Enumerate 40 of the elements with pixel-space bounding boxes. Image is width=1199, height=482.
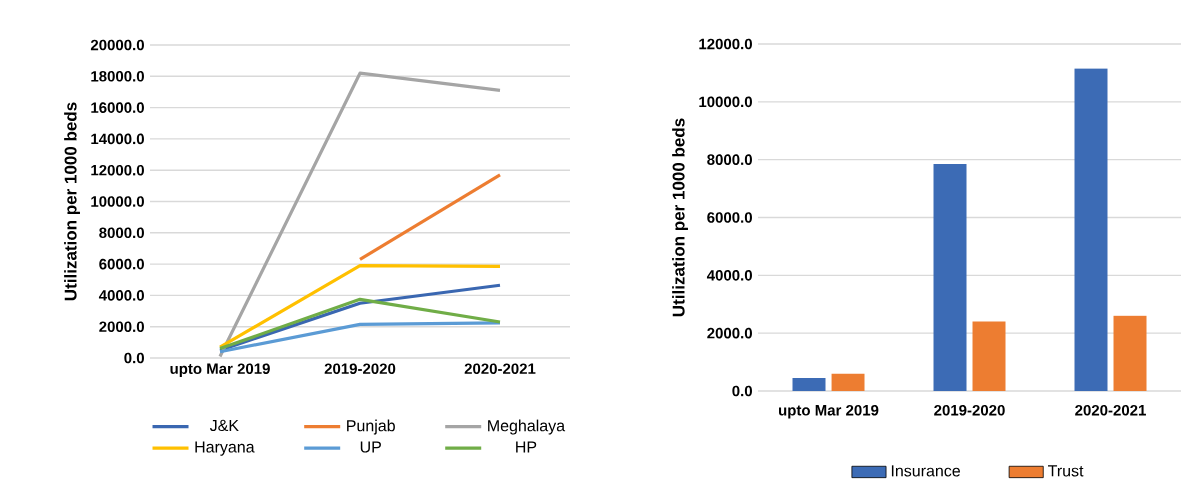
y-tick-label: 6000.0 bbox=[707, 212, 752, 223]
legend-label: UP bbox=[360, 441, 381, 453]
legend-label: Punjab bbox=[347, 419, 395, 435]
y-tick-label: 14000.0 bbox=[91, 133, 144, 145]
legend-label: HP bbox=[516, 441, 537, 453]
y-tick-label: 0.0 bbox=[124, 352, 144, 364]
y-tick-label: 6000.0 bbox=[99, 258, 144, 270]
x-tick-label: 2019-2020 bbox=[324, 363, 396, 375]
y-tick-label: 4000.0 bbox=[98, 290, 144, 301]
y-axis-title: Utilization per 1000 beds bbox=[672, 118, 688, 317]
x-tick-label: 2020-2021 bbox=[1075, 404, 1146, 416]
legend-label: Trust bbox=[1048, 465, 1084, 477]
legend-label: Insurance bbox=[891, 465, 960, 477]
bar bbox=[1074, 68, 1108, 391]
y-tick-label: 10000.0 bbox=[699, 96, 752, 108]
y-tick-label: 20000.0 bbox=[90, 39, 144, 51]
y-tick-label: 18000.0 bbox=[91, 70, 144, 82]
y-tick-label: 2000.0 bbox=[99, 321, 144, 333]
y-tick-label: 10000.0 bbox=[91, 196, 144, 207]
y-tick-label: 8000.0 bbox=[707, 154, 752, 165]
bar bbox=[972, 321, 1006, 391]
x-tick-label: upto Mar 2019 bbox=[170, 363, 270, 377]
legend-label: Meghalaya bbox=[488, 419, 566, 435]
legend-label: J&K bbox=[209, 419, 239, 432]
y-tick-label: 4000.0 bbox=[706, 270, 752, 281]
bar bbox=[1113, 315, 1147, 391]
y-tick-label: 12000.0 bbox=[91, 164, 144, 176]
bar bbox=[831, 373, 865, 391]
x-tick-label: 2020-2021 bbox=[464, 363, 536, 375]
bar bbox=[792, 377, 826, 391]
y-tick-label: 12000.0 bbox=[699, 38, 752, 50]
y-tick-label: 0.0 bbox=[732, 385, 752, 397]
y-tick-label: 2000.0 bbox=[707, 327, 752, 339]
y-axis-title: Utilization per 1000 beds bbox=[64, 102, 80, 301]
x-tick-label: upto Mar 2019 bbox=[779, 404, 879, 419]
legend-label: Haryana bbox=[195, 441, 255, 456]
y-tick-label: 16000.0 bbox=[91, 102, 144, 113]
bar bbox=[933, 164, 967, 391]
x-tick-label: 2019-2020 bbox=[934, 404, 1005, 416]
y-tick-label: 8000.0 bbox=[99, 227, 144, 239]
